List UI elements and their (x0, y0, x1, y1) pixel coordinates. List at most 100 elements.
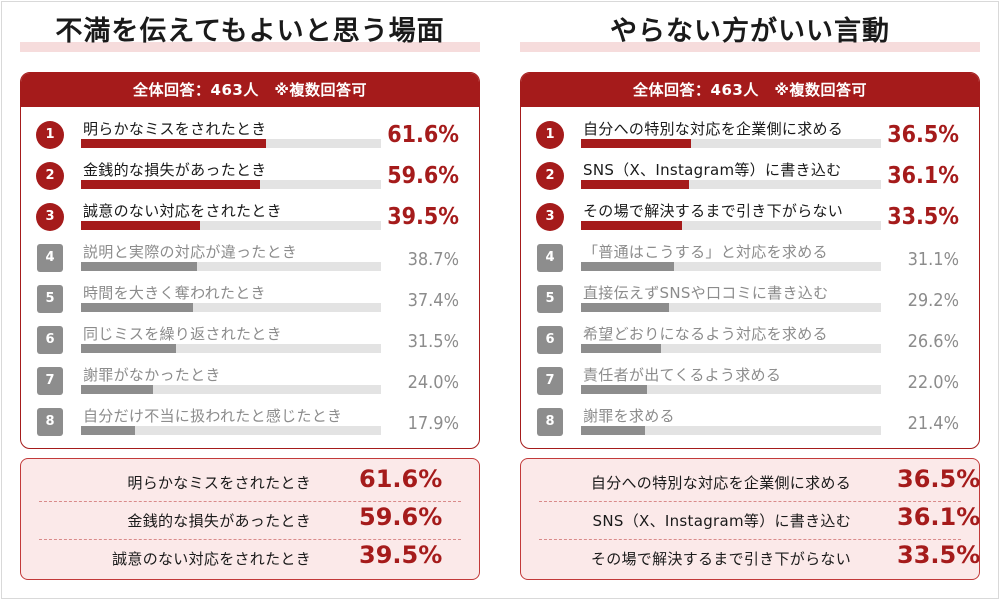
row-label: 誠意のない対応をされたとき (83, 202, 282, 220)
summary-percentage: 33.5% (897, 541, 981, 569)
row-label: 自分だけ不当に扱われたと感じたとき (83, 407, 343, 425)
row-percentage: 24.0% (407, 372, 459, 393)
bar-track (581, 426, 881, 435)
summary-percentage: 59.6% (359, 503, 443, 531)
ranking-row: 6 同じミスを繰り返されたとき 31.5% (21, 320, 479, 361)
rank-badge: 6 (537, 326, 563, 354)
bar-fill (81, 426, 135, 435)
ranking-row: 7 謝罪がなかったとき 24.0% (21, 361, 479, 402)
rank-badge: 2 (536, 162, 564, 190)
ranking-row: 3 その場で解決するまで引き下がらない 33.5% (521, 197, 979, 238)
top3-summary: 自分への特別な対応を企業側に求める 36.5% SNS（X、Instagram等）に… (520, 458, 980, 580)
ranking-row: 4 「普通はこうする」と対応を求める 31.1% (521, 238, 979, 279)
summary-row: 金銭的な損失があったとき 59.6% (39, 501, 461, 540)
row-percentage: 29.2% (907, 290, 959, 311)
rank-badge: 3 (36, 203, 64, 231)
panel-heading: やらない方がいい言動 (520, 14, 980, 54)
row-percentage: 17.9% (407, 413, 459, 434)
row-percentage: 31.5% (407, 331, 459, 352)
bar-track (581, 303, 881, 312)
row-percentage: 38.7% (407, 249, 459, 270)
bar-track (581, 385, 881, 394)
summary-row: SNS（X、Instagram等）に書き込む 36.1% (539, 501, 980, 540)
bar-track (581, 180, 881, 189)
summary-row: 自分への特別な対応を企業側に求める 36.5% (539, 463, 980, 502)
row-percentage: 36.1% (887, 163, 959, 189)
bar-track (581, 139, 881, 148)
ranking-row: 5 直接伝えずSNSや口コミに書き込む 29.2% (521, 279, 979, 320)
bar-fill (581, 139, 691, 148)
summary-label: その場で解決するまで引き下がらない (590, 550, 851, 568)
rank-badge: 8 (37, 408, 63, 436)
summary-row: その場で解決するまで引き下がらない 33.5% (539, 539, 980, 577)
rank-badge: 7 (37, 367, 63, 395)
panel-right: やらない方がいい言動全体回答：463人 ※複数回答可 1 自分への特別な対応を企業側… (520, 0, 980, 600)
bar-fill (81, 139, 266, 148)
card-header: 全体回答：463人 ※複数回答可 (521, 73, 979, 107)
summary-percentage: 39.5% (359, 541, 443, 569)
panel-title: やらない方がいい言動 (610, 16, 890, 47)
row-label: その場で解決するまで引き下がらない (583, 202, 844, 220)
row-percentage: 37.4% (407, 290, 459, 311)
bar-fill (81, 385, 153, 394)
bar-track (81, 180, 381, 189)
row-label: 時間を大きく奪われたとき (83, 284, 266, 302)
summary-row: 明らかなミスをされたとき 61.6% (39, 463, 461, 502)
panel-heading: 不満を伝えてもよいと思う場面 (20, 14, 480, 54)
panel-left: 不満を伝えてもよいと思う場面 全体回答：463人 ※複数回答可 1 明らかなミスをされ… (20, 0, 480, 600)
bar-fill (81, 344, 176, 353)
rank-badge: 1 (36, 121, 64, 149)
row-label: 「普通はこうする」と対応を求める (583, 243, 828, 261)
row-label: 自分への特別な対応を企業側に求める (583, 120, 844, 138)
bar-track (581, 262, 881, 271)
ranking-list: 1 明らかなミスをされたとき 61.6% 2 金銭的な損失があったとき 59.6% 3 誠意の… (21, 115, 479, 443)
bar-track (581, 221, 881, 230)
bar-fill (581, 262, 675, 271)
card-header: 全体回答：463人 ※複数回答可 (21, 73, 479, 107)
row-percentage: 26.6% (907, 331, 959, 352)
top3-summary: 明らかなミスをされたとき 61.6% 金銭的な損失があったとき 59.6% 誠意のない対… (20, 458, 480, 580)
ranking-row: 2 金銭的な損失があったとき 59.6% (21, 156, 479, 197)
row-percentage: 31.1% (907, 249, 959, 270)
row-percentage: 59.6% (387, 163, 459, 189)
ranking-row: 3 誠意のない対応をされたとき 39.5% (21, 197, 479, 238)
bar-fill (81, 180, 260, 189)
summary-label: 誠意のない対応をされたとき (112, 550, 311, 568)
rank-badge: 1 (536, 121, 564, 149)
row-label: 謝罪がなかったとき (83, 366, 221, 384)
row-label: 説明と実際の対応が違ったとき (83, 243, 298, 261)
row-percentage: 22.0% (907, 372, 959, 393)
rank-badge: 4 (37, 244, 63, 272)
bar-track (581, 344, 881, 353)
row-percentage: 33.5% (887, 204, 959, 230)
row-label: SNS（X、Instagram等）に書き込む (583, 161, 842, 179)
rank-badge: 5 (537, 285, 563, 313)
bar-fill (581, 385, 647, 394)
bar-track (81, 303, 381, 312)
row-percentage: 36.5% (887, 122, 959, 148)
row-label: 謝罪を求める (583, 407, 675, 425)
ranking-card: 全体回答：463人 ※複数回答可 1 明らかなミスをされたとき 61.6% 2 金銭的な損… (20, 72, 480, 449)
bar-track (81, 139, 381, 148)
bar-track (81, 385, 381, 394)
summary-label: SNS（X、Instagram等）に書き込む (592, 512, 851, 530)
ranking-row: 1 明らかなミスをされたとき 61.6% (21, 115, 479, 156)
summary-percentage: 36.1% (897, 503, 981, 531)
bar-fill (81, 221, 200, 230)
summary-label: 明らかなミスをされたとき (127, 474, 311, 492)
bar-track (81, 426, 381, 435)
panel-title: 不満を伝えてもよいと思う場面 (55, 16, 445, 47)
bar-fill (581, 180, 690, 189)
ranking-row: 8 謝罪を求める 21.4% (521, 402, 979, 443)
ranking-card: 全体回答：463人 ※複数回答可 1 自分への特別な対応を企業側に求める 36.5% 2… (520, 72, 980, 449)
row-label: 同じミスを繰り返されたとき (83, 325, 282, 343)
row-label: 金銭的な損失があったとき (83, 161, 267, 179)
heading-underline (520, 42, 980, 52)
row-percentage: 39.5% (387, 204, 459, 230)
summary-row: 誠意のない対応をされたとき 39.5% (39, 539, 461, 577)
row-percentage: 61.6% (387, 122, 459, 148)
row-label: 希望どおりになるよう対応を求める (583, 325, 828, 343)
summary-label: 自分への特別な対応を企業側に求める (590, 474, 851, 492)
ranking-row: 7 責任者が出てくるよう求める 22.0% (521, 361, 979, 402)
ranking-row: 6 希望どおりになるよう対応を求める 26.6% (521, 320, 979, 361)
